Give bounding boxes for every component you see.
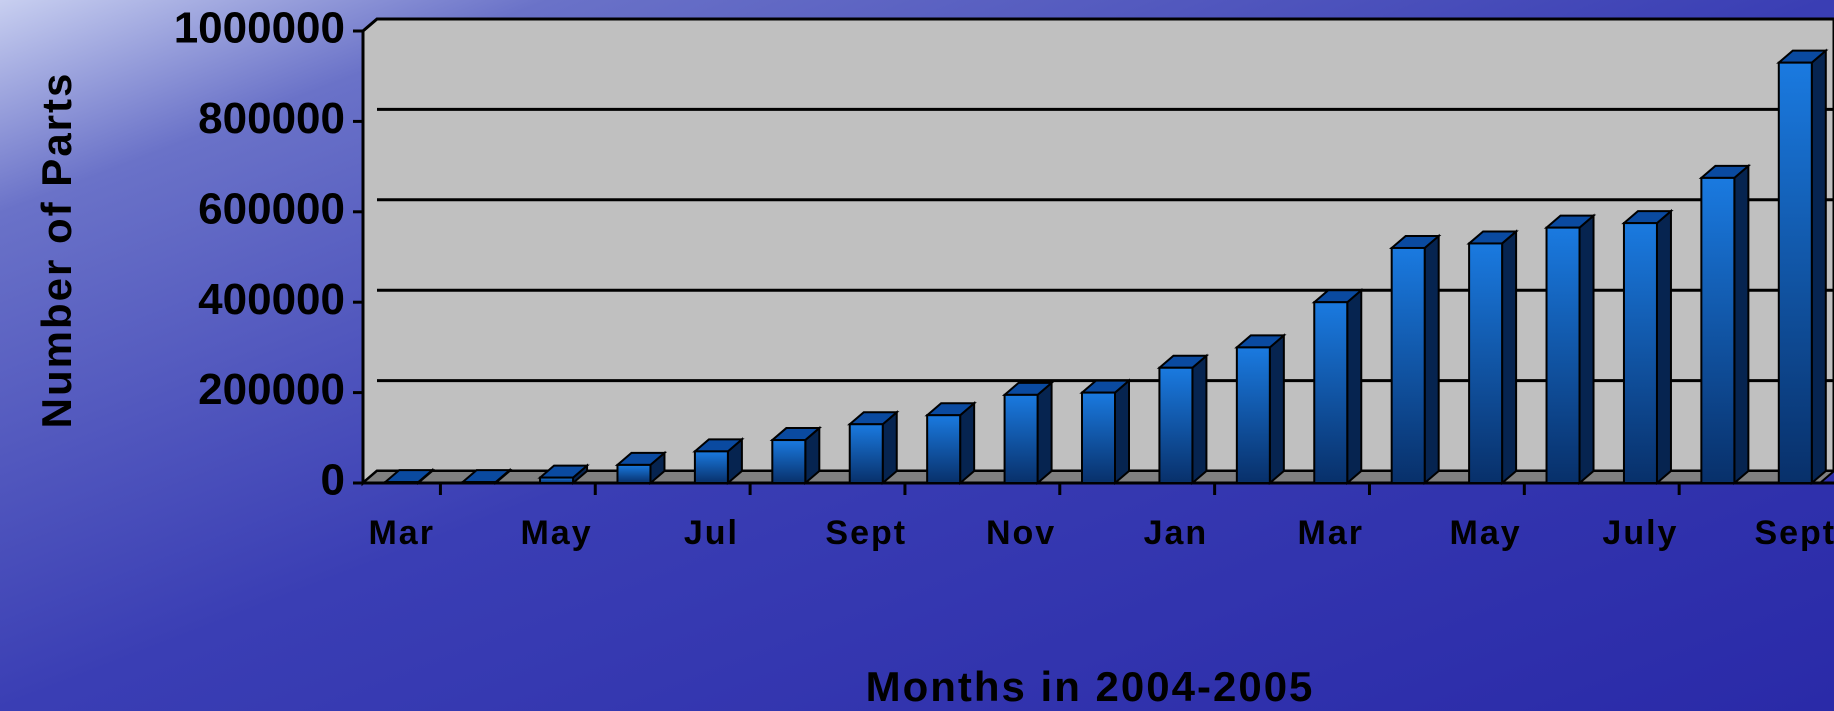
bar-side xyxy=(1578,213,1595,486)
bar-side xyxy=(1036,380,1053,486)
x-tick-label: Sept xyxy=(1754,514,1834,552)
bar-side xyxy=(959,401,976,486)
x-tick-label: Jul xyxy=(684,514,739,552)
y-tick-label: 400000 xyxy=(198,275,345,324)
bar xyxy=(1081,391,1116,485)
bar xyxy=(771,439,807,484)
y-tick-label: 1000000 xyxy=(174,4,345,53)
x-tick-label: May xyxy=(520,514,592,552)
x-tick-label: Sept xyxy=(825,514,907,552)
bar xyxy=(926,414,962,485)
y-tick-label: 0 xyxy=(321,456,345,505)
bar-side xyxy=(1191,353,1208,486)
bar xyxy=(1545,226,1581,484)
bar-side xyxy=(1114,378,1130,486)
x-tick-label: Mar xyxy=(368,514,434,552)
bar xyxy=(1003,393,1039,484)
bar xyxy=(1158,366,1194,484)
bar xyxy=(384,481,420,485)
x-tick-label: Jan xyxy=(1144,514,1209,552)
bar-side xyxy=(1733,163,1750,486)
bar-side xyxy=(1346,288,1363,486)
y-tick-label: 600000 xyxy=(198,184,345,233)
bar-side xyxy=(1268,333,1285,486)
y-tick-label: 800000 xyxy=(198,94,345,143)
bar xyxy=(461,481,497,485)
y-axis-title: Number of Parts xyxy=(33,72,80,429)
x-tick-label: May xyxy=(1450,514,1522,552)
bar xyxy=(616,463,652,485)
bar-side xyxy=(1655,208,1672,486)
bar xyxy=(1622,222,1658,484)
bar xyxy=(539,476,575,484)
bar xyxy=(1777,61,1813,484)
x-tick-label: Nov xyxy=(986,514,1056,552)
bar xyxy=(693,450,729,484)
x-axis-title: Months in 2004-2005 xyxy=(866,663,1315,710)
bar xyxy=(1468,242,1504,484)
bar-side xyxy=(1423,233,1440,486)
bar-side xyxy=(1810,48,1827,486)
x-tick-label: July xyxy=(1602,514,1678,552)
bar-side xyxy=(1501,229,1518,486)
bar xyxy=(1700,176,1736,484)
bar xyxy=(1390,246,1426,484)
y-tick-label: 200000 xyxy=(198,365,345,414)
bar xyxy=(1235,346,1271,484)
bar xyxy=(848,423,884,484)
x-tick-label: Mar xyxy=(1298,514,1364,552)
bar xyxy=(1313,301,1349,485)
